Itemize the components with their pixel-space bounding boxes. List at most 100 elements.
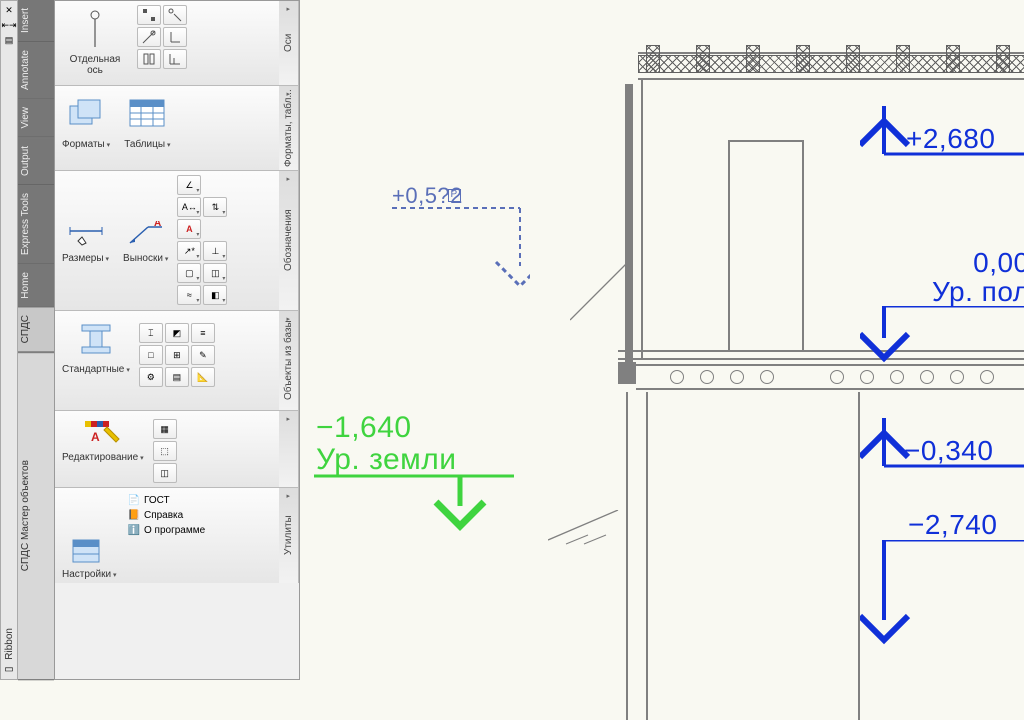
gost-icon: 📄	[128, 495, 140, 506]
tables-icon	[123, 90, 171, 138]
help-link[interactable]: 📙Справка	[128, 509, 206, 522]
dim-tool-f2[interactable]: ◧	[203, 285, 227, 305]
axis-tool-2[interactable]	[163, 5, 187, 25]
void-10	[980, 370, 994, 384]
std-tool-1[interactable]: ⌶	[139, 323, 163, 343]
panel-settings: Настройки 📄ГОСТ 📙Справка ℹ️О программе У…	[55, 488, 299, 583]
void-4	[760, 370, 774, 384]
std-tool-3[interactable]: ≡	[191, 323, 215, 343]
gost-link[interactable]: 📄ГОСТ	[128, 494, 206, 507]
dimensions-icon	[62, 218, 110, 252]
edit-tool-3[interactable]: ◫	[153, 463, 177, 483]
single-axis-button[interactable]: Отдельная ось	[55, 1, 135, 85]
edit-tool-1[interactable]: ▦	[153, 419, 177, 439]
about-link[interactable]: ℹ️О программе	[128, 524, 206, 537]
dock-icon[interactable]: ⇤⇥	[1, 20, 16, 31]
menu-icon[interactable]: ▤	[5, 35, 14, 46]
void-9	[950, 370, 964, 384]
panel-settings-label[interactable]: Утилиты▸	[279, 488, 299, 583]
panel-formats: Форматы Таблицы Форматы, табл...▸	[55, 86, 299, 171]
void-5	[830, 370, 844, 384]
dim-tool-f1[interactable]: ≈	[177, 285, 201, 305]
door-left	[728, 140, 730, 350]
pillar-1	[646, 45, 660, 73]
edit-tool-2[interactable]: ⬚	[153, 441, 177, 461]
elev-label-5: −2,740	[908, 510, 997, 539]
help-icon: 📙	[128, 510, 140, 521]
settings-caption: Настройки	[59, 568, 120, 581]
edit-button[interactable]: A Редактирование	[55, 411, 151, 487]
tab-annotate[interactable]: Annotate	[18, 42, 54, 99]
axis-tool-5[interactable]	[137, 49, 161, 69]
formats-caption: Форматы	[59, 138, 113, 151]
dim-tool-e1[interactable]: ▢	[177, 263, 201, 283]
std-tool-2[interactable]: ◩	[165, 323, 189, 343]
axis-tool-3[interactable]	[137, 27, 161, 47]
std-tool-9[interactable]: 📐	[191, 367, 215, 387]
elev-label-3: −1,640 Ур. земли	[316, 412, 457, 475]
pillar-6	[896, 45, 910, 73]
cut-line-1	[570, 260, 640, 330]
axis-tool-1[interactable]	[137, 5, 161, 25]
elev-arrow-1	[860, 78, 1024, 158]
panel-edit-label[interactable]: ▸	[279, 411, 299, 487]
tables-button[interactable]: Таблицы	[117, 86, 177, 170]
edit-caption: Редактирование	[59, 451, 147, 464]
tab-output[interactable]: Output	[18, 138, 54, 185]
elev-label-2: 0,000 Ур. пола	[932, 248, 1024, 307]
close-icon[interactable]: ✕	[5, 5, 13, 16]
tab-spds[interactable]: СПДС	[18, 307, 54, 352]
std-tool-6[interactable]: ✎	[191, 345, 215, 365]
dim-tool-a1[interactable]: ∠	[177, 175, 201, 195]
dim-tool-e2[interactable]: ◫	[203, 263, 227, 283]
panel-dims-label[interactable]: Обозначения▸	[279, 171, 299, 310]
dim-tool-d1[interactable]: ↗*	[177, 241, 201, 261]
svg-text:A: A	[154, 221, 161, 229]
tab-view[interactable]: View	[18, 99, 54, 138]
void-2	[700, 370, 714, 384]
tab-home[interactable]: Home	[18, 264, 54, 308]
tab-spds-master[interactable]: СПДС Мастер объектов	[18, 353, 54, 680]
pillar-3	[746, 45, 760, 73]
void-3	[730, 370, 744, 384]
settings-button[interactable]: Настройки	[55, 488, 124, 583]
wall-left-outer	[625, 84, 633, 374]
settings-icon	[65, 534, 113, 568]
leaders-icon: A	[122, 218, 170, 252]
standard-button[interactable]: Стандартные	[55, 311, 137, 410]
std-tool-4[interactable]: □	[139, 345, 163, 365]
pillar-7	[946, 45, 960, 73]
axis-tool-6[interactable]	[163, 49, 187, 69]
leaders-button[interactable]: A Выноски	[116, 171, 175, 310]
panel-standard: Стандартные ⌶ ◩ ≡ □ ⊞ ✎ ⚙ ▤ 📐 Объекты из…	[55, 311, 299, 411]
std-tool-5[interactable]: ⊞	[165, 345, 189, 365]
document-icon: ▭	[4, 664, 13, 675]
dim-tool-d2[interactable]: ⊥	[203, 241, 227, 261]
wall-left-inner	[641, 80, 643, 358]
std-tool-7[interactable]: ⚙	[139, 367, 163, 387]
axis-tool-4[interactable]	[163, 27, 187, 47]
elev-arrow-5	[860, 540, 1024, 650]
dim-tool-b2[interactable]: ⇅	[203, 197, 227, 217]
tab-insert[interactable]: Insert	[18, 0, 54, 42]
standard-caption: Стандартные	[59, 363, 133, 376]
formats-button[interactable]: Форматы	[55, 86, 117, 170]
elev-arrow-0	[390, 206, 530, 296]
panel-dims: Размеры A Выноски ∠ A↔⇅ A ↗*⊥ ▢◫ ≈◧ Обоз…	[55, 171, 299, 311]
tab-express-tools[interactable]: Express Tools	[18, 185, 54, 264]
std-tool-8[interactable]: ▤	[165, 367, 189, 387]
edit-icon: A	[79, 415, 127, 451]
axis-caption: Отдельная ось	[59, 53, 131, 77]
panel-formats-label[interactable]: Форматы, табл...▸	[279, 86, 299, 170]
dim-tool-c1[interactable]: A	[177, 219, 201, 239]
void-1	[670, 370, 684, 384]
standard-icon	[72, 315, 120, 363]
void-8	[920, 370, 934, 384]
drawing-canvas[interactable]: +0,5?2 P +2,680 0,000 Ур. пола −1,640 Ур…	[300, 0, 1024, 720]
elev-arrow-3	[314, 474, 524, 534]
panel-axis-label[interactable]: Оси▸	[279, 1, 299, 85]
leaders-caption: Выноски	[120, 252, 171, 265]
dim-tool-b1[interactable]: A↔	[177, 197, 201, 217]
dimensions-button[interactable]: Размеры	[55, 171, 116, 310]
panel-standard-label[interactable]: Объекты из базы▸	[279, 311, 299, 410]
